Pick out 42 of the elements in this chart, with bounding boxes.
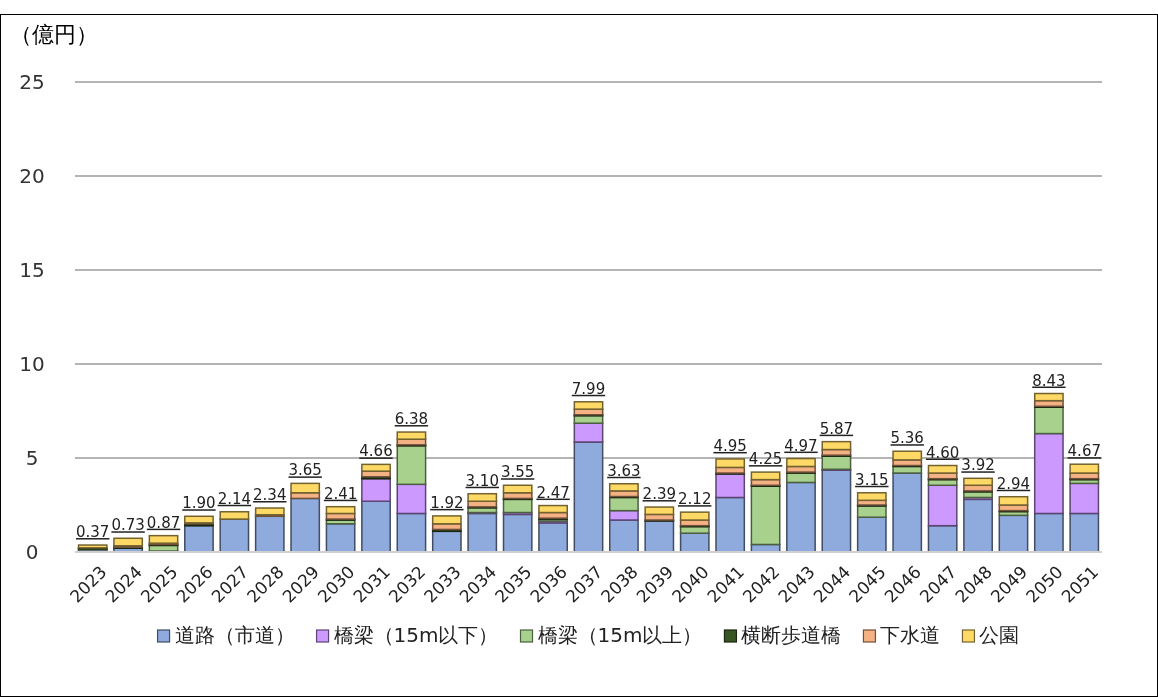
- total-label: 2.94: [996, 474, 1031, 493]
- y-tick-label: 20: [19, 164, 45, 188]
- y-tick-label: 15: [19, 258, 45, 282]
- total-label: 4.67: [1067, 442, 1101, 461]
- y-tick-label: 10: [19, 352, 45, 376]
- y-tick-label: 0: [25, 540, 39, 564]
- total-label: 1.90: [182, 494, 216, 513]
- total-label: 5.36: [890, 429, 924, 448]
- y-tick-label: 5: [25, 446, 39, 470]
- total-label: 2.34: [253, 486, 287, 505]
- total-label: 0.73: [111, 516, 145, 535]
- total-label: 4.25: [748, 450, 783, 469]
- legend-label: 橋梁（15m以下）: [333, 623, 499, 647]
- total-label: 2.39: [642, 485, 677, 504]
- legend-label: 公園: [979, 623, 1020, 647]
- total-label: 8.43: [1032, 371, 1066, 390]
- total-label: 0.37: [76, 523, 110, 542]
- total-label: 2.12: [678, 490, 712, 509]
- total-label: 2.41: [323, 484, 358, 503]
- total-label: 4.66: [359, 442, 393, 461]
- y-tick-label: 25: [19, 70, 45, 94]
- total-label: 2.14: [217, 489, 252, 508]
- y-axis-title: （億円）: [10, 22, 98, 47]
- total-label: 4.95: [713, 436, 747, 455]
- total-label: 6.38: [394, 410, 429, 429]
- total-label: 3.65: [288, 461, 322, 480]
- total-label: 3.55: [500, 463, 535, 482]
- total-label: 4.60: [925, 443, 960, 462]
- legend-label: 道路（市道）: [174, 623, 295, 647]
- total-label: 4.97: [784, 436, 818, 455]
- total-label: 3.92: [961, 456, 995, 475]
- legend-label: 横断歩道橋: [741, 623, 842, 647]
- total-label: 3.15: [855, 470, 889, 489]
- total-label: 0.87: [146, 513, 181, 532]
- total-label: 5.87: [819, 419, 854, 438]
- total-label: 1.92: [430, 493, 464, 512]
- legend-label: 下水道: [880, 623, 941, 647]
- total-label: 3.63: [607, 461, 641, 480]
- total-label: 7.99: [571, 379, 606, 398]
- legend-label: 橋梁（15m以上）: [537, 623, 703, 647]
- total-label: 3.10: [465, 471, 499, 490]
- total-label: 2.47: [536, 483, 570, 502]
